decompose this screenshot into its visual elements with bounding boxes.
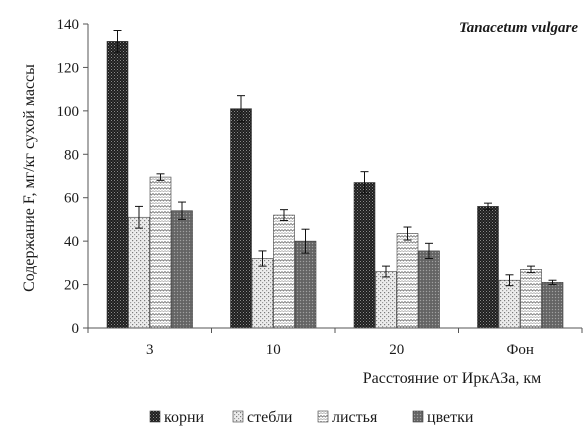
error-bar-цветки-Фон	[548, 279, 557, 286]
y-axis-title: Содержание F, мг/кг сухой массы	[21, 64, 38, 292]
error-bar-корни-20	[360, 171, 369, 194]
bar-листья-3	[149, 176, 172, 329]
y-tick-label: 20	[64, 278, 79, 294]
error-bar-корни-3	[113, 30, 122, 53]
y-tick-label: 100	[57, 104, 80, 120]
x-tick-label: Фон	[507, 342, 534, 358]
error-bar-стебли-3	[135, 205, 143, 229]
bar-стебли-Фон	[498, 279, 521, 329]
bar-корни-3	[106, 41, 129, 329]
error-bar-корни-Фон	[484, 202, 492, 211]
y-tick-label: 140	[57, 17, 80, 33]
error-bar-стебли-20	[382, 265, 390, 278]
legend-label: листья	[332, 409, 378, 426]
bars	[106, 41, 564, 329]
x-axis-title: Расстояние от ИркАЗа, км	[363, 370, 542, 387]
error-bar-листья-10	[280, 209, 288, 222]
error-bar-листья-20	[403, 226, 412, 241]
y-tick-label: 60	[64, 191, 79, 207]
x-tick-label: 10	[266, 342, 281, 358]
bar-корни-10	[230, 108, 252, 329]
bar-цветки-3	[171, 210, 193, 329]
error-bar-цветки-10	[301, 228, 310, 254]
error-bar-стебли-10	[258, 250, 267, 267]
bar-цветки-Фон	[541, 282, 564, 329]
y-tick-label: 80	[64, 147, 79, 163]
y-axis-ticks: 0 20 40 60 80 100 120 140	[57, 17, 88, 337]
error-bar-цветки-3	[178, 201, 186, 220]
legend-swatch	[232, 410, 244, 423]
x-tick-label: 3	[146, 342, 154, 358]
bar-корни-Фон	[477, 206, 499, 329]
legend-swatch	[317, 410, 329, 423]
legend-item-корни: корни	[149, 409, 205, 426]
y-tick-label: 40	[64, 234, 79, 250]
error-bar-стебли-Фон	[505, 274, 514, 287]
y-tick-label: 120	[57, 60, 80, 76]
legend-swatch	[149, 410, 161, 423]
legend-item-цветки: цветки	[412, 409, 474, 426]
error-bar-листья-Фон	[527, 265, 535, 274]
legend: корни стебли листья цветки	[149, 409, 474, 426]
legend-label: стебли	[247, 409, 293, 426]
bar-корни-20	[353, 182, 376, 329]
error-bars	[113, 30, 557, 287]
legend-item-стебли: стебли	[232, 409, 293, 426]
x-axis-ticks: 3 10 20 Фон	[87, 328, 583, 358]
legend-label: корни	[164, 409, 205, 426]
error-bar-цветки-20	[425, 242, 433, 260]
error-bar-корни-10	[237, 95, 245, 123]
bar-стебли-10	[251, 258, 274, 329]
bar-стебли-3	[128, 216, 150, 329]
legend-item-листья: листья	[317, 409, 378, 426]
bar-листья-Фон	[520, 269, 542, 329]
bar-цветки-20	[418, 250, 440, 329]
bar-стебли-20	[375, 271, 397, 329]
y-tick-label: 0	[72, 321, 80, 337]
error-bar-листья-3	[156, 173, 165, 181]
bar-листья-20	[396, 233, 419, 329]
bar-листья-10	[273, 214, 295, 329]
x-tick-label: 20	[389, 342, 404, 358]
bar-цветки-10	[294, 240, 317, 329]
legend-label: цветки	[427, 409, 474, 426]
chart-title: Tanacetum vulgare	[459, 20, 578, 36]
legend-swatch	[412, 410, 424, 423]
